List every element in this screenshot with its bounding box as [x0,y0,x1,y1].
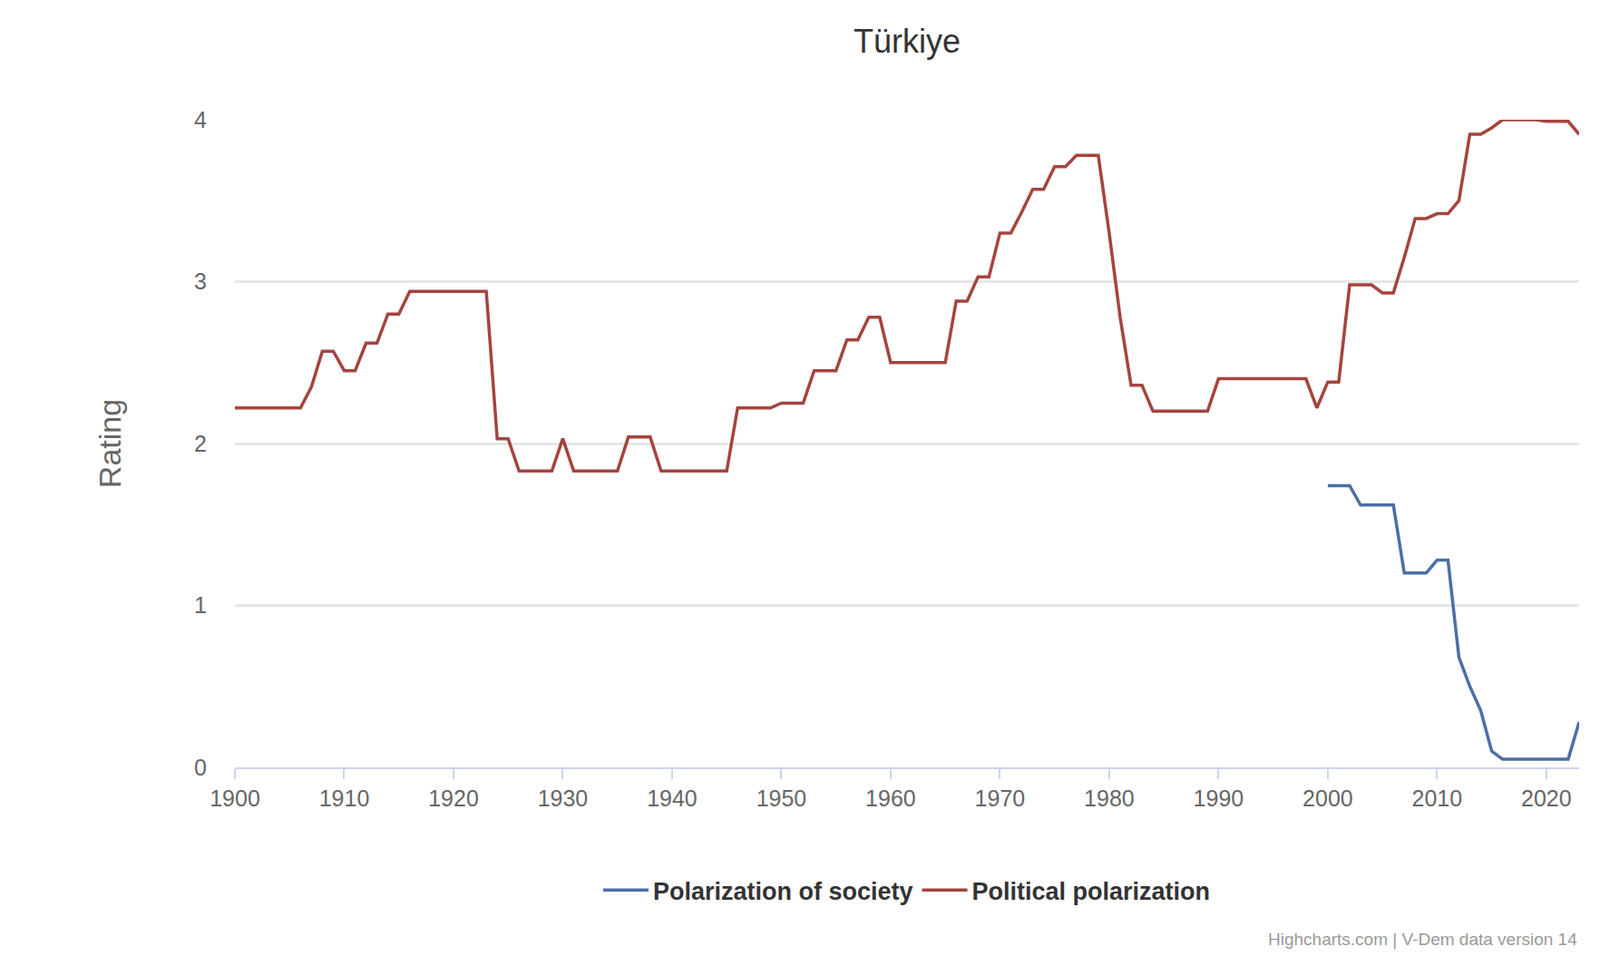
svg-text:Türkiye: Türkiye [853,22,961,60]
svg-text:1930: 1930 [537,785,589,811]
svg-text:1990: 1990 [1193,785,1245,811]
svg-text:1910: 1910 [319,785,371,811]
svg-text:4: 4 [194,107,207,133]
svg-text:Highcharts.com | V-Dem data ve: Highcharts.com | V-Dem data version 14 [1268,929,1578,949]
svg-text:2020: 2020 [1521,785,1572,811]
svg-text:Polarization of society: Polarization of society [653,878,914,906]
svg-text:1920: 1920 [428,785,479,811]
svg-text:Rating: Rating [92,399,127,488]
svg-text:1950: 1950 [756,785,808,811]
svg-text:1940: 1940 [646,785,698,811]
svg-text:1: 1 [194,592,207,618]
svg-text:1970: 1970 [975,785,1026,811]
svg-text:2000: 2000 [1302,785,1354,811]
svg-text:0: 0 [194,754,207,781]
svg-text:1980: 1980 [1083,785,1135,811]
svg-text:Political polarization: Political polarization [972,878,1211,906]
svg-text:3: 3 [194,268,207,294]
svg-text:1960: 1960 [865,785,917,811]
svg-text:2010: 2010 [1412,785,1464,811]
svg-text:1900: 1900 [209,785,261,811]
svg-text:2: 2 [194,430,207,457]
